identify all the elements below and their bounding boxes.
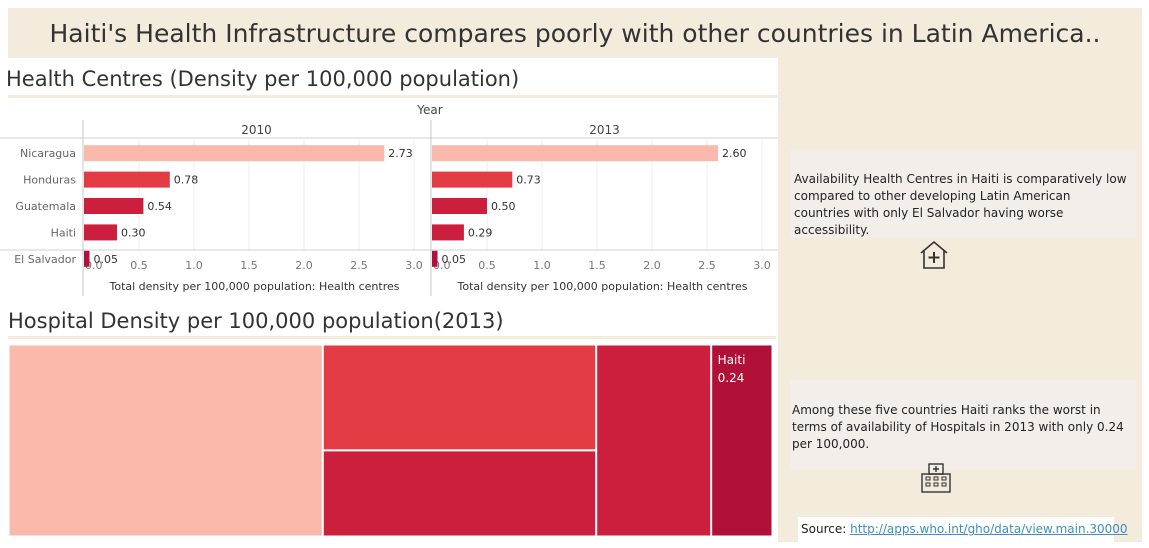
treemap-cell [711,344,773,537]
bar [84,171,170,188]
hospital-note: Among these five countries Haiti ranks t… [792,403,1124,451]
category-label: Guatemala [15,200,76,213]
health-centres-chart-area: Year Nicaragua Honduras Guatemala Haiti El Sa… [0,98,778,296]
tick-label: 1.5 [588,259,606,272]
facet-label: Year [416,103,442,117]
dashboard-title: Haiti's Health Infrastructure compares p… [49,19,1101,48]
bar [432,250,438,267]
treemap-cell [8,344,323,537]
bar [432,171,513,188]
data-label: 0.73 [516,174,541,187]
data-label: 2.73 [388,147,413,160]
data-label: 0.29 [468,226,493,239]
x-axis-label: Total density per 100,000 population: He… [456,280,747,293]
tick-label: 3.0 [405,259,423,272]
tick-label: 2.0 [643,259,661,272]
bar [84,224,117,241]
treemap-cell [322,450,597,537]
treemap-value: 0.24 [718,371,745,385]
bar [84,198,144,214]
panel-header: 2010 [241,123,272,137]
hospital-building-icon [919,462,953,498]
house-plus-icon [918,239,950,275]
tick-label: 0.5 [130,259,148,272]
health-centres-chart: Year Nicaragua Honduras Guatemala Haiti El Sa… [0,103,778,296]
hospital-note-box: Among these five countries Haiti ranks t… [790,380,1136,470]
data-label: 0.30 [121,226,146,239]
bar [432,198,487,214]
tick-label: 2.5 [698,259,716,272]
health-centres-note: Availability Health Centres in Haiti is … [794,172,1127,237]
header-separator-2 [8,336,776,339]
treemap-label: Haiti [718,353,746,367]
treemap-cell [596,344,712,537]
tick-label: 3.0 [753,259,771,272]
health-centres-header: Health Centres (Density per 100,000 popu… [0,60,778,95]
data-label: 2.60 [722,147,747,160]
source-link[interactable]: http://apps.who.int/gho/data/view.main.3… [850,522,1128,536]
tick-label: 2.5 [350,259,368,272]
data-label: 0.50 [491,200,516,213]
category-label: Haiti [51,226,76,239]
bar [432,224,464,241]
tick-label: 1.5 [240,259,258,272]
tick-label: 2.0 [295,259,313,272]
bar [432,145,718,162]
hospital-heading: Hospital Density per 100,000 population(… [8,309,504,333]
title-bar: Haiti's Health Infrastructure compares p… [8,8,1142,58]
category-label: El Salvador [14,253,76,266]
data-label: 0.05 [94,253,119,266]
tick-label: 1.0 [533,259,551,272]
tick-label: 1.0 [185,259,203,272]
hospital-treemap: Haiti 0.24 [8,344,773,537]
category-label: Honduras [23,174,76,187]
bar [84,145,385,162]
data-label: 0.78 [174,174,199,187]
health-centres-note-box: Availability Health Centres in Haiti is … [790,150,1136,238]
data-label: 0.05 [442,253,467,266]
bar [84,250,90,267]
hospital-header: Hospital Density per 100,000 population(… [8,302,776,336]
category-label: Nicaragua [20,147,76,160]
panel-header: 2013 [589,123,620,137]
header-separator [8,95,778,98]
health-centres-heading: Health Centres (Density per 100,000 popu… [6,67,520,91]
data-label: 0.54 [147,200,172,213]
tick-label: 0.5 [478,259,496,272]
source-label: Source: [801,522,847,536]
source-box: Source: http://apps.who.int/gho/data/vie… [798,517,1128,542]
treemap-cell [322,344,597,451]
x-axis-label: Total density per 100,000 population: He… [108,280,399,293]
